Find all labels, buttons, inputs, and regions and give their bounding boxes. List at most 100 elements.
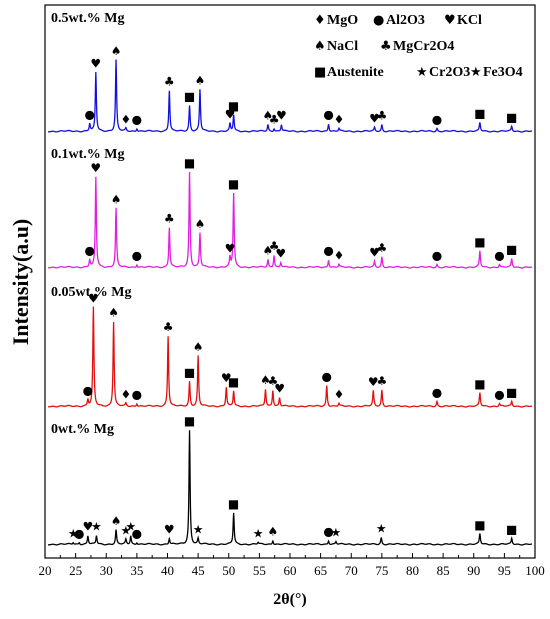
series-1: 0.1wt.% Mg●♥♠●♣■♠♥■♠♣♥ ● ♦ ♥♣●■● ■	[47, 147, 533, 269]
x-tick-label: 20	[39, 563, 52, 578]
peak-marker: ★	[331, 525, 342, 539]
peak-marker: ♦	[121, 112, 132, 126]
legend-symbol: ●	[373, 13, 384, 28]
x-tick-label: 40	[161, 563, 174, 578]
peak-marker: ♣	[377, 241, 388, 255]
x-axis-title: 2θ(°)	[273, 591, 306, 608]
x-tick-label: 25	[69, 563, 82, 578]
legend-symbol: ♣	[380, 39, 392, 54]
peak-marker: ♠	[108, 306, 119, 320]
peak-marker: ■	[184, 90, 195, 104]
peak-marker: ●	[132, 526, 142, 540]
peak-marker: ♣	[164, 211, 175, 225]
peak-marker: ♥	[276, 109, 287, 123]
peak-marker: ■	[506, 111, 517, 125]
peak-marker: ♥	[368, 375, 379, 389]
series-panels: 0.5wt.% Mg●♥♠♦ ●♣■♠♥■♠♣♥ ● ♦ ♥♣ ● ■ ■0.1wt.% Mg…	[47, 11, 533, 546]
x-tick-label: 50	[222, 563, 235, 578]
y-axis-title: Intensity(a.u)	[8, 219, 33, 346]
peak-marker: ♠	[193, 340, 204, 354]
x-axis-ticks: 20 25 30 35 40 45 50 55 60 65 70 75 80 85 90 95 100	[39, 553, 545, 578]
series-0: 0.5wt.% Mg●♥♠♦ ●♣■♠♥■♠♣♥ ● ♦ ♥♣ ● ■ ■	[47, 11, 533, 133]
x-tick-label: 100	[525, 563, 545, 578]
legend-symbol: ♦	[314, 13, 326, 28]
peak-marker: ♣	[377, 374, 388, 388]
x-tick-label: 60	[284, 563, 297, 578]
legend-label: Cr2O3	[429, 65, 470, 80]
peak-marker: ♥	[83, 520, 94, 534]
peak-marker: ♥	[90, 56, 101, 70]
series-line	[47, 306, 533, 408]
legend-label: NaCl	[327, 39, 358, 54]
peak-marker: ★	[193, 523, 204, 537]
legend-symbol: ★	[470, 65, 482, 80]
peak-marker: ■	[228, 375, 239, 389]
peak-marker: ●	[494, 248, 504, 262]
peak-marker: ■	[474, 107, 485, 121]
legend-label: MgO	[327, 13, 358, 28]
peak-marker: ♥	[369, 111, 380, 125]
peak-marker: ♥	[221, 371, 232, 385]
peak-marker: ■	[506, 386, 517, 400]
peak-marker: ●	[323, 108, 333, 122]
x-tick-label: 70	[345, 563, 358, 578]
peak-marker: ♥	[164, 523, 175, 537]
peak-marker: ♥	[275, 247, 286, 261]
series-label: 0.05wt.% Mg	[51, 285, 132, 300]
peak-marker: ●	[83, 384, 93, 398]
peak-marker: ♥	[88, 291, 99, 305]
peak-marker: ♣	[268, 374, 279, 388]
peak-marker: ■	[228, 177, 239, 191]
peak-marker: ★	[121, 524, 132, 538]
legend-symbol: ■	[314, 65, 326, 80]
peak-marker: ●	[322, 369, 332, 383]
legend-label: Al2O3	[386, 13, 425, 28]
x-tick-label: 45	[192, 563, 205, 578]
peak-marker: ■	[228, 497, 239, 511]
peak-marker: ●	[432, 248, 442, 262]
legend-symbol: ♥	[444, 13, 456, 28]
legend-label: Austenite	[327, 65, 384, 80]
peak-marker: ■	[228, 99, 239, 113]
peak-marker: ♠	[111, 44, 122, 58]
x-tick-label: 55	[253, 563, 266, 578]
x-tick-label: 90	[467, 563, 480, 578]
series-label: 0.1wt.% Mg	[51, 147, 125, 162]
legend: ♦ MgO ● Al2O3 ♥ KCl ♠ NaCl ♣ MgCr2O4 ■ Austenite ★ Cr…	[314, 13, 523, 80]
peak-marker: ★	[68, 526, 79, 540]
peak-marker: ●	[432, 386, 442, 400]
x-tick-label: 75	[375, 563, 388, 578]
peak-marker: ★	[125, 520, 136, 534]
peak-marker: ♥	[90, 161, 101, 175]
legend-symbol: ♠	[314, 39, 326, 54]
plot-frame	[44, 4, 536, 559]
peak-marker: ♥	[274, 382, 285, 396]
x-tick-label: 35	[130, 563, 143, 578]
peak-marker: ■	[184, 414, 195, 428]
peak-marker: ■	[184, 156, 195, 170]
peak-marker: ♣	[269, 112, 280, 126]
peak-marker: ■	[506, 243, 517, 257]
series-line	[47, 59, 533, 133]
x-tick-label: 65	[314, 563, 327, 578]
peak-marker: ★	[253, 526, 264, 540]
peak-marker: ♠	[268, 524, 279, 538]
peak-marker: ★	[376, 522, 387, 536]
peak-marker: ★	[91, 520, 102, 534]
peak-marker: ♦	[121, 387, 132, 401]
peak-marker: ■	[474, 235, 485, 249]
peak-marker: ●	[432, 112, 442, 126]
peak-marker: ♠	[263, 109, 274, 123]
peak-marker: ♣	[269, 239, 280, 253]
peak-marker: ■	[184, 366, 195, 380]
series-line	[47, 430, 533, 546]
peak-marker: ♥	[225, 242, 236, 256]
peak-marker: ●	[132, 112, 142, 126]
peak-marker: ♥	[225, 108, 236, 122]
peak-marker: ♣	[377, 109, 388, 123]
peak-marker: ♠	[263, 244, 274, 258]
peak-marker: ♠	[111, 192, 122, 206]
peak-marker: ■	[474, 377, 485, 391]
peak-marker: ●	[132, 387, 142, 401]
x-tick-label: 95	[498, 563, 511, 578]
